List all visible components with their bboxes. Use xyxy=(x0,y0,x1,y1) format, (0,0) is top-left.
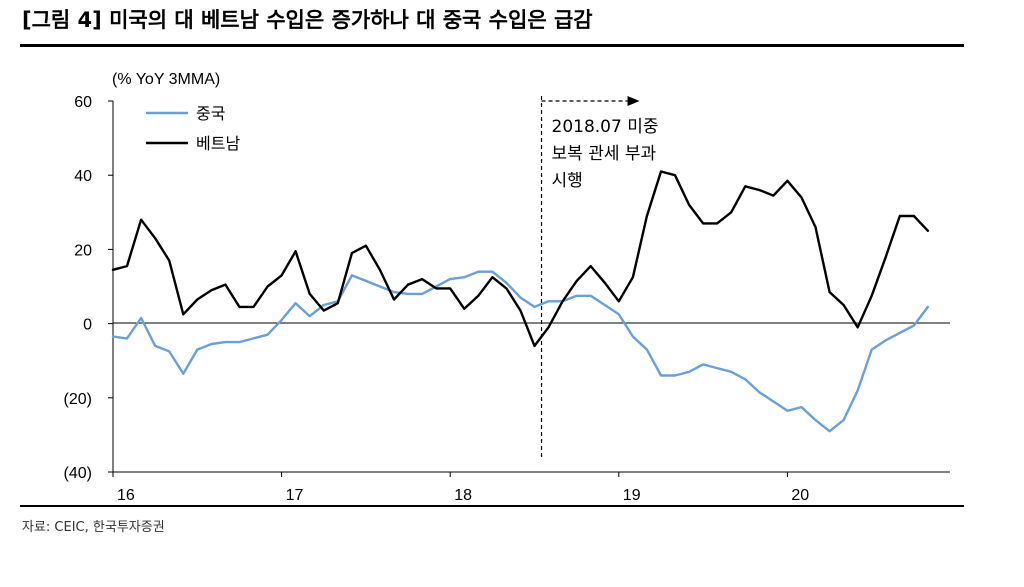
y-tick-label: 60 xyxy=(74,94,92,111)
annotation-line: 시행 xyxy=(552,171,583,191)
y-tick-labels: 60 40 20 0 (20) (40) xyxy=(64,94,113,482)
footer-rule xyxy=(20,505,964,507)
x-tick-label: 16 xyxy=(117,487,135,504)
page-title: [그림 4] 미국의 대 베트남 수입은 증가하나 대 중국 수입은 급감 xyxy=(22,8,593,32)
source-note: 자료: CEIC, 한국투자증권 xyxy=(22,520,165,535)
title-rule xyxy=(20,44,964,47)
unit-label: (% YoY 3MMA) xyxy=(112,71,220,88)
y-tick-label: (40) xyxy=(64,465,92,482)
event-arrow-head xyxy=(627,96,640,106)
series-line-vietnam xyxy=(111,170,930,348)
y-tick-label: (20) xyxy=(64,391,92,408)
x-tick-label: 20 xyxy=(791,487,809,504)
annotation-line: 2018.07 미중 xyxy=(552,117,659,137)
series-line-china xyxy=(111,270,930,433)
series-layer xyxy=(111,170,930,433)
x-tick-labels: 16 17 18 19 20 xyxy=(112,472,809,504)
legend-label: 중국 xyxy=(196,104,225,123)
x-tick-label: 17 xyxy=(286,487,304,504)
y-tick-label: 40 xyxy=(74,168,92,185)
y-tick-label: 20 xyxy=(74,242,92,259)
x-tick-label: 18 xyxy=(454,487,472,504)
legend-label: 베트남 xyxy=(196,134,240,153)
y-tick-label: 0 xyxy=(83,317,92,334)
x-tick-label: 19 xyxy=(623,487,641,504)
annotation-line: 보복 관세 부과 xyxy=(552,144,657,164)
